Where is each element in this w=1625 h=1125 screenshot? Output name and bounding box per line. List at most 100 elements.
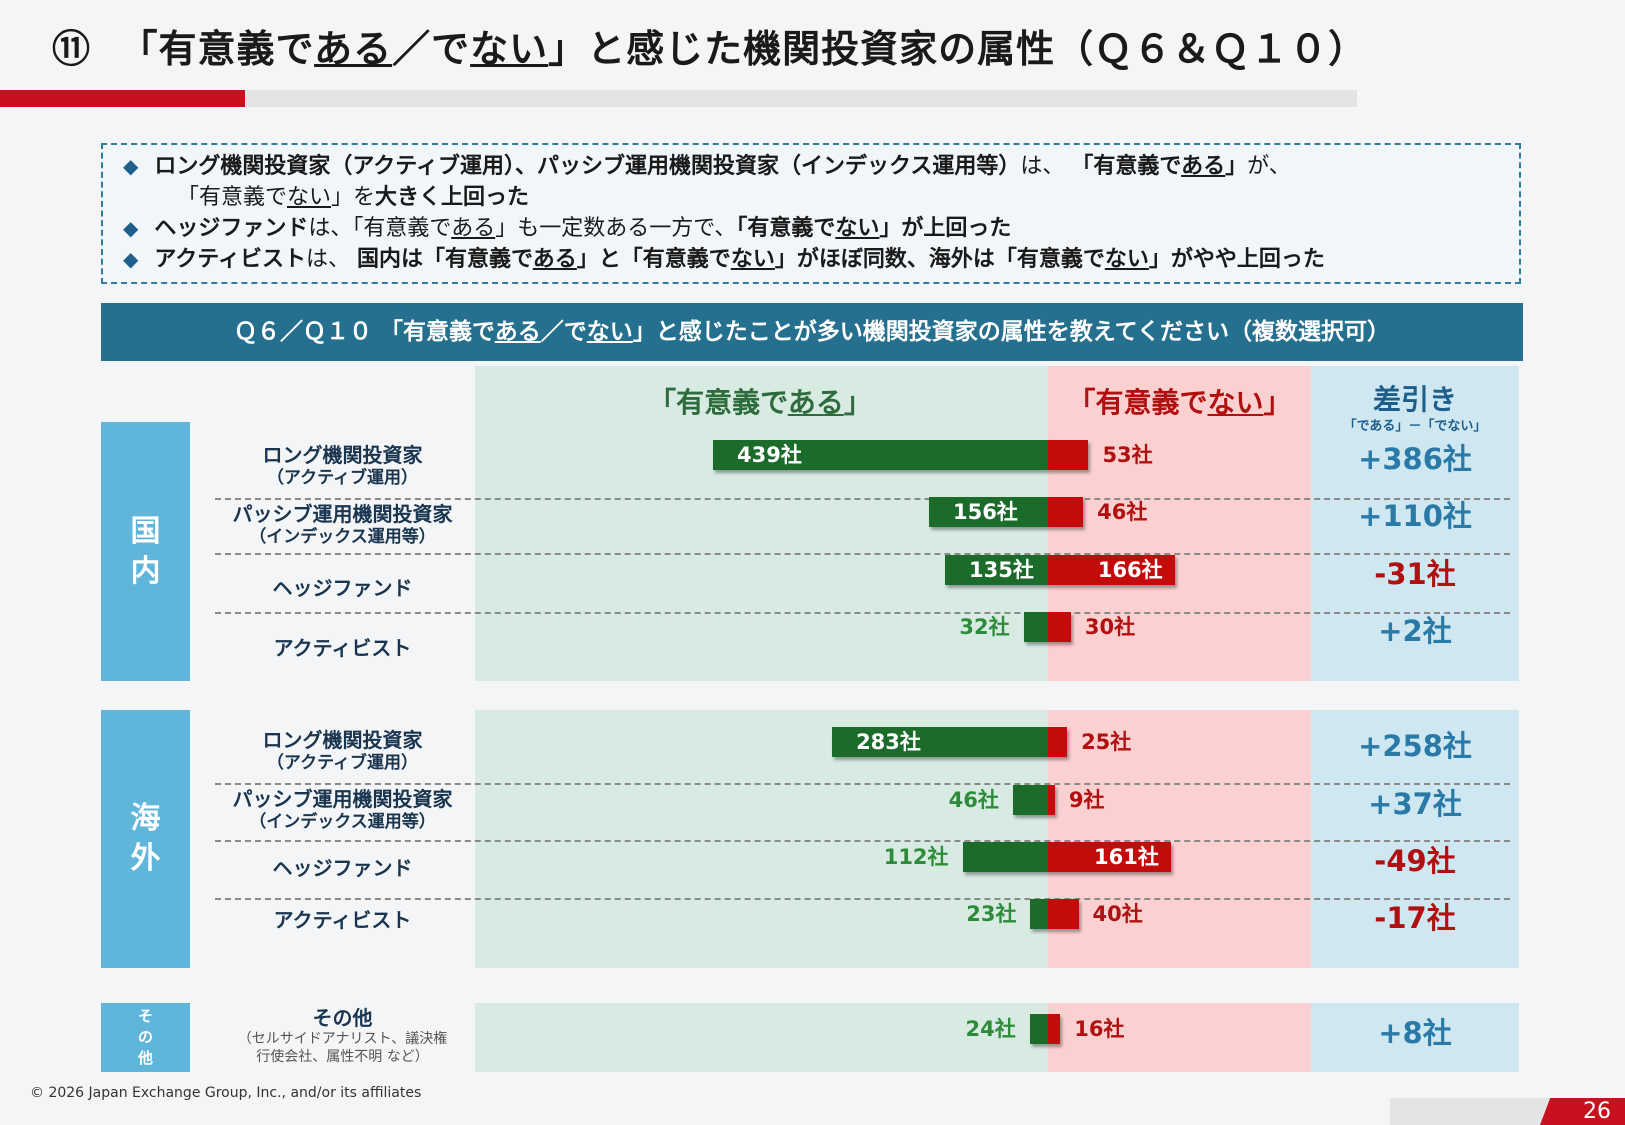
diff-value: -31社 bbox=[1374, 557, 1456, 591]
row-label-line: （インデックス運用等） bbox=[249, 527, 436, 547]
bar-yes bbox=[1012, 785, 1048, 815]
bar-yes bbox=[1029, 1014, 1048, 1044]
diff-value: +2社 bbox=[1378, 614, 1452, 648]
diff-value: -49社 bbox=[1374, 844, 1456, 878]
bar-yes bbox=[1030, 899, 1048, 929]
group-label-char: 他 bbox=[137, 1049, 153, 1067]
row-label-line: 行使会社、属性不明 など） bbox=[256, 1049, 429, 1065]
value-label-yes: 156社 bbox=[952, 500, 1018, 524]
summary-text: ある bbox=[1181, 154, 1226, 179]
row-label-hedge: ヘッジファンド bbox=[210, 576, 475, 600]
no-column-bg bbox=[1048, 366, 1311, 681]
group-label-char: の bbox=[137, 1028, 153, 1046]
no-column-header: 「有意義でない」 bbox=[1048, 381, 1311, 421]
row-label-activist: アクティビスト bbox=[210, 908, 475, 932]
yes-column-header: 「有意義である」 bbox=[475, 381, 1045, 421]
value-label-no: 166社 bbox=[1097, 558, 1163, 582]
summary-text: 大きく上回った bbox=[375, 185, 530, 210]
diff-value: +37社 bbox=[1368, 787, 1462, 821]
row-label-passive: パッシブ運用機関投資家 （インデックス運用等） bbox=[210, 787, 475, 833]
row-label-line: アクティビスト bbox=[273, 636, 412, 660]
summary-text: が、 bbox=[1247, 154, 1291, 179]
question-text: 」と感じたことが多い機関投資家の属性を教えてください（複数選択可） bbox=[632, 319, 1390, 345]
header-text: 「有意義で bbox=[1067, 386, 1208, 419]
summary-text: は、 bbox=[305, 247, 350, 272]
row-divider bbox=[215, 898, 1510, 900]
diamond-bullet-icon: ◆ bbox=[123, 216, 139, 240]
summary-text: ない bbox=[835, 216, 880, 241]
title-text: ない bbox=[470, 27, 549, 71]
summary-box: ◆ ロング機関投資家（アクティブ運用）、パッシブ運用機関投資家（インデックス運用等… bbox=[101, 143, 1521, 284]
row-label-line: パッシブ運用機関投資家 bbox=[232, 787, 453, 811]
header-text: 「有意義で bbox=[648, 386, 788, 419]
title-text: ある bbox=[314, 27, 393, 71]
row-label-line: その他 bbox=[312, 1006, 373, 1030]
diff-column-header: 差引き bbox=[1372, 383, 1457, 416]
value-label-yes: 439社 bbox=[737, 443, 802, 467]
bar-yes bbox=[944, 555, 1048, 585]
summary-text: 国内は「有意義で bbox=[357, 247, 533, 272]
row-label-line: （インデックス運用等） bbox=[249, 812, 436, 832]
summary-text: ヘッジファンド bbox=[154, 216, 309, 241]
value-label-no: 25社 bbox=[1081, 730, 1132, 754]
group-label-char: 外 bbox=[130, 841, 161, 876]
diff-column-bg bbox=[1311, 366, 1519, 681]
row-label-activist: アクティビスト bbox=[210, 636, 475, 660]
bar-yes bbox=[713, 440, 1048, 470]
summary-text: 「有意義で bbox=[736, 216, 836, 241]
summary-text: 」 bbox=[1225, 154, 1248, 179]
diff-column-bg bbox=[1311, 1003, 1519, 1072]
row-label-other: その他 （セルサイドアナリスト、議決権 行使会社、属性不明 など） bbox=[210, 1006, 475, 1066]
row-label-passive: パッシブ運用機関投資家 （インデックス運用等） bbox=[210, 502, 475, 548]
row-label-hedge: ヘッジファンド bbox=[210, 856, 475, 880]
group-label-overseas: 海外 bbox=[101, 710, 190, 968]
value-label-yes: 32社 bbox=[959, 615, 1010, 639]
question-text: ある bbox=[494, 319, 541, 345]
row-label-line: ロング機関投資家 bbox=[262, 728, 423, 752]
value-label-yes: 24社 bbox=[965, 1017, 1016, 1041]
group-label-other: その他 bbox=[101, 1003, 190, 1072]
question-banner: Ｑ６／Ｑ１０ 「有意義である／でない」と感じたことが多い機関投資家の属性を教えて… bbox=[101, 303, 1523, 361]
bar-no bbox=[1048, 785, 1055, 815]
value-label-no: 161社 bbox=[1094, 845, 1159, 869]
header-text: ある bbox=[787, 386, 844, 419]
no-column-bg bbox=[1048, 1003, 1311, 1072]
row-label-long: ロング機関投資家 （アクティブ運用） bbox=[210, 443, 475, 489]
row-label-line: （アクティブ運用） bbox=[266, 468, 419, 488]
summary-text: 」と「有意義で bbox=[576, 247, 731, 272]
summary-text: 「有意義で bbox=[177, 185, 288, 210]
row-label-line: ヘッジファンド bbox=[272, 856, 413, 880]
row-divider bbox=[215, 553, 1510, 555]
bar-yes bbox=[832, 727, 1048, 757]
diff-value: -17社 bbox=[1374, 901, 1456, 935]
summary-line: ◆ アクティビストは、 国内は「有意義である」と「有意義でない」がほぼ同数、海外は… bbox=[123, 244, 1519, 275]
row-label-line: （セルサイドアナリスト、議決権 bbox=[237, 1031, 448, 1047]
bar-yes bbox=[1023, 612, 1048, 642]
title-underline-bar bbox=[245, 90, 1357, 107]
diff-column-subheader: 「である」－「でない」 bbox=[1343, 419, 1487, 434]
summary-text: は、 bbox=[1020, 154, 1065, 179]
header-text: 」 bbox=[1263, 386, 1292, 419]
diamond-bullet-icon: ◆ bbox=[123, 247, 139, 271]
row-divider bbox=[215, 783, 1510, 785]
diff-value: +110社 bbox=[1358, 499, 1472, 533]
bar-no bbox=[1048, 1014, 1061, 1044]
title-text: ／で bbox=[392, 27, 471, 71]
bar-no bbox=[1048, 612, 1071, 642]
value-label-no: 53社 bbox=[1102, 443, 1153, 467]
summary-text: 」がほぼ同数、海外は「有意義で bbox=[774, 247, 1105, 272]
row-divider bbox=[215, 840, 1510, 842]
diamond-bullet-icon: ◆ bbox=[123, 154, 139, 178]
value-label-no: 46社 bbox=[1097, 500, 1148, 524]
row-label-line: ヘッジファンド bbox=[272, 576, 413, 600]
bar-yes bbox=[962, 842, 1048, 872]
question-text: ／で bbox=[540, 319, 587, 345]
summary-text: ロング機関投資家（アクティブ運用）、パッシブ運用機関投資家（インデックス運用等） bbox=[154, 154, 1021, 179]
title-text: 」と感じた機関投資家の属性（Ｑ６＆Ｑ１０） bbox=[548, 27, 1368, 71]
summary-text: ない bbox=[287, 185, 332, 210]
page-number-bar bbox=[1390, 1098, 1570, 1125]
title-accent-bar bbox=[0, 90, 255, 107]
diff-value: +258社 bbox=[1358, 729, 1472, 763]
summary-text: アクティビスト bbox=[154, 247, 306, 272]
summary-text: ある bbox=[532, 247, 577, 272]
